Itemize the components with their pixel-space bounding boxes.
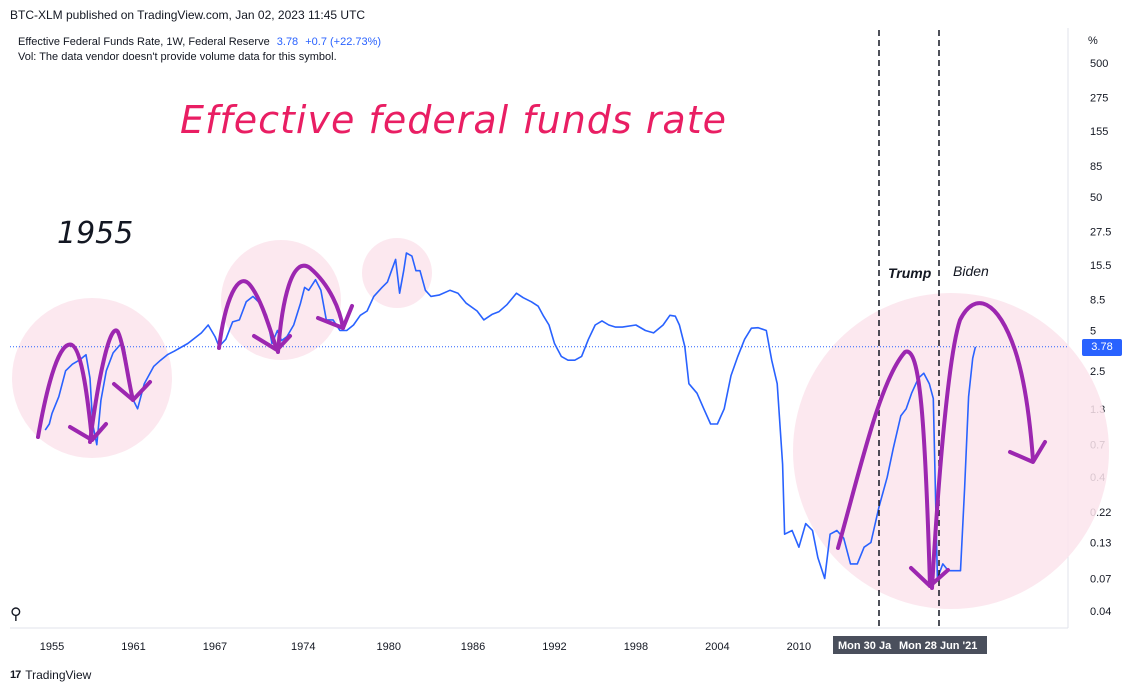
time-marker-label: Mon 30 Ja (838, 640, 892, 652)
annotation-arrow (276, 263, 345, 354)
x-tick-label: 1955 (40, 641, 64, 653)
y-tick-label: 0.13 (1090, 538, 1111, 550)
annotation-arrow (836, 349, 932, 588)
highlight-circle (793, 293, 1109, 609)
arrow-head (252, 334, 292, 352)
arrow-head (1008, 440, 1047, 464)
current-price-tag: 3.78 (1082, 339, 1122, 356)
annotation-title: Effective federal funds rate (180, 98, 727, 142)
annotation-arrow (217, 279, 279, 352)
legend-line1: Effective Federal Funds Rate, 1W, Federa… (18, 35, 381, 50)
arrow-head (316, 304, 354, 330)
x-tick-label: 1998 (624, 641, 648, 653)
annotation-arrow (930, 301, 1035, 590)
published-header: BTC-XLM published on TradingView.com, Ja… (10, 8, 366, 22)
x-tick-label: 2010 (787, 641, 811, 653)
y-tick-label: 155 (1090, 126, 1108, 138)
arrow-head (68, 422, 108, 442)
y-tick-label: 8.5 (1090, 295, 1105, 307)
price-axis-unit: % (1088, 35, 1098, 47)
legend-symbol: Effective Federal Funds Rate, 1W, Federa… (18, 36, 270, 48)
legend-value: 3.78 (276, 36, 299, 48)
x-tick-label: 2004 (705, 641, 729, 653)
annotation-year: 1955 (57, 216, 134, 251)
time-marker-label: Mon 28 Jun '21 (899, 640, 977, 652)
footer-brand-label: TradingView (25, 668, 92, 682)
time-marker-bg (895, 636, 987, 654)
x-tick-label: 1992 (542, 641, 566, 653)
scale-icon[interactable]: ⚲ (10, 606, 22, 623)
x-tick-label: 1974 (291, 641, 315, 653)
y-tick-label: 50 (1090, 192, 1102, 204)
symbol-legend: Effective Federal Funds Rate, 1W, Federa… (18, 35, 381, 65)
arrow-head (909, 566, 950, 588)
x-tick-label: 1961 (121, 641, 145, 653)
legend-volume-note: Vol: The data vendor doesn't provide vol… (18, 51, 337, 63)
footer-brand[interactable]: 17 TradingView (10, 668, 91, 682)
x-tick-label: 1967 (203, 641, 227, 653)
annotation-arrow (88, 328, 135, 444)
annotation-arrow (36, 342, 94, 442)
y-tick-label: 27.5 (1090, 226, 1111, 238)
annotation-biden: Biden (953, 263, 989, 279)
annotation-trump: Trump (888, 265, 932, 281)
rate-line (44, 252, 977, 580)
time-marker-bg (833, 636, 895, 654)
x-tick-label: 1980 (377, 641, 401, 653)
y-tick-label: 5 (1090, 326, 1096, 338)
highlight-circle (12, 298, 172, 458)
y-tick-label: 85 (1090, 161, 1102, 173)
y-tick-label: 500 (1090, 58, 1108, 70)
y-tick-label: 2.5 (1090, 366, 1105, 378)
y-tick-label: 15.5 (1090, 260, 1111, 272)
y-tick-label: 275 (1090, 93, 1108, 105)
legend-change: +0.7 (+22.73%) (305, 36, 382, 48)
arrow-head (112, 380, 152, 402)
y-tick-label: 0.04 (1090, 606, 1111, 618)
tradingview-logo-icon: 17 (10, 669, 21, 681)
x-tick-label: 1986 (461, 641, 485, 653)
y-tick-label: 0.07 (1090, 573, 1111, 585)
